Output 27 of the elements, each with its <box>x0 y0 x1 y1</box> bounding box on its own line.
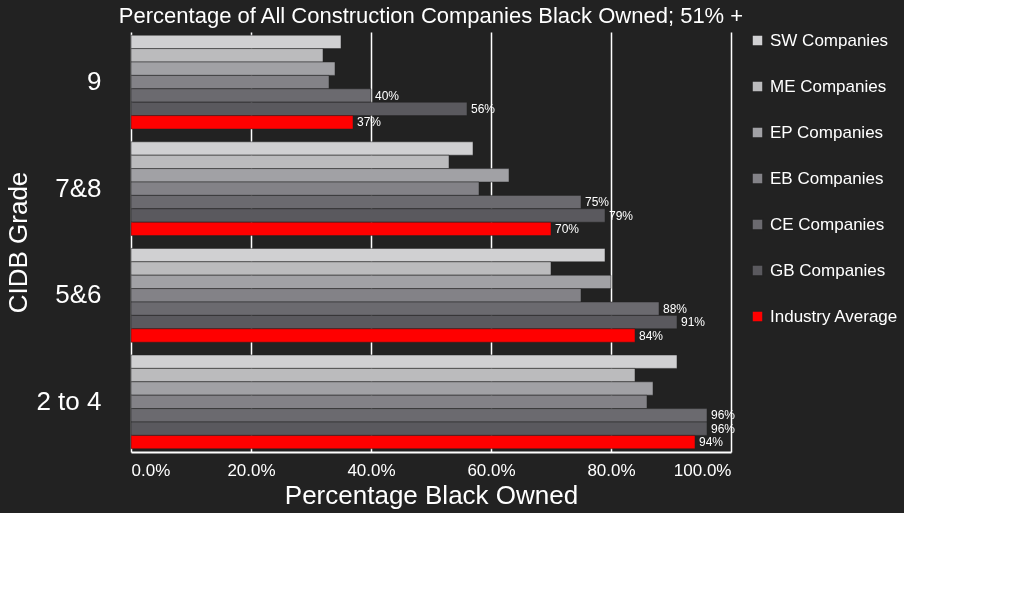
x-tick-label: 0.0% <box>131 460 171 480</box>
x-axis-title: Percentage Black Owned <box>284 479 579 510</box>
legend-label: SW Companies <box>770 30 889 50</box>
x-tick-label: 80.0% <box>587 460 636 480</box>
y-tick-label: 9 <box>87 66 102 97</box>
data-label: 70% <box>555 221 580 236</box>
legend-label: CE Companies <box>770 214 885 234</box>
data-label: 75% <box>585 195 610 210</box>
y-tick-label: 5&6 <box>55 279 102 310</box>
x-tick-label: 20.0% <box>227 460 276 480</box>
legend-label: EP Companies <box>770 122 884 142</box>
legend-label: ME Companies <box>770 76 887 96</box>
data-label: 84% <box>639 328 664 343</box>
y-tick-label: 7&8 <box>55 172 102 203</box>
legend-label: EB Companies <box>770 168 884 188</box>
x-tick-label: 40.0% <box>347 460 396 480</box>
data-label: 94% <box>699 435 724 450</box>
legend-label: Industry Average <box>770 306 898 326</box>
data-label: 40% <box>375 88 400 103</box>
y-axis-title: CIDB Grade <box>3 171 34 314</box>
y-tick-label: 2 to 4 <box>36 385 102 416</box>
data-label: 88% <box>663 301 688 316</box>
x-tick-label: 60.0% <box>467 460 516 480</box>
chart-title: Percentage of All Construction Companies Black Owned; 51% + <box>118 3 744 28</box>
legend-label: GB Companies <box>770 260 886 280</box>
data-label: 91% <box>681 315 706 330</box>
x-tick-label: 100.0% <box>673 460 732 480</box>
